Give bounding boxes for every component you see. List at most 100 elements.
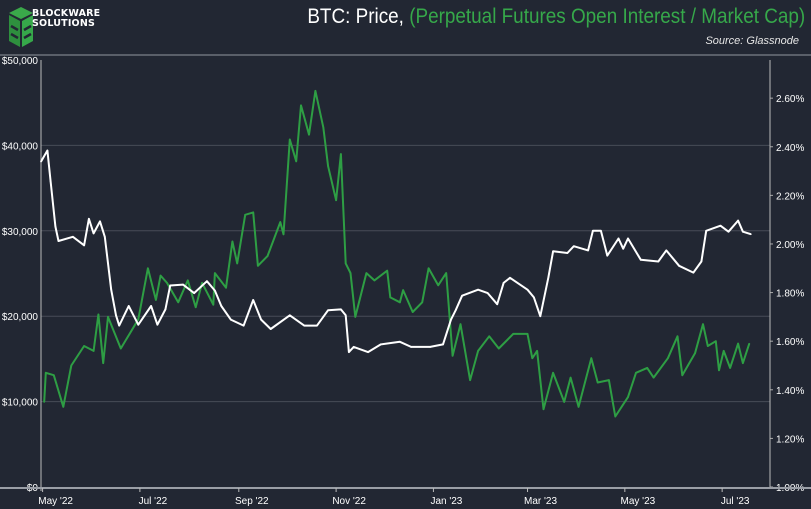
oi-ratio-series-point xyxy=(340,153,342,155)
price-series-point xyxy=(316,324,318,327)
oi-ratio-series-point xyxy=(257,265,259,267)
oi-ratio-series-point xyxy=(201,282,203,284)
price-series-point xyxy=(252,299,254,301)
price-series-point xyxy=(606,254,609,257)
price-series-point xyxy=(327,309,329,312)
oi-ratio-series-point xyxy=(445,272,447,274)
oi-ratio-series-point xyxy=(542,408,545,411)
oi-ratio-series-point xyxy=(427,267,430,270)
oi-ratio-series-point xyxy=(236,262,239,265)
y-right-tick-label: 2.40% xyxy=(776,143,804,154)
oi-ratio-series-point xyxy=(706,345,709,347)
price-series-point xyxy=(115,314,117,317)
oi-ratio-series-point xyxy=(282,233,285,236)
y-right-tick-label: 2.60% xyxy=(776,94,804,105)
oi-ratio-series-point xyxy=(186,279,189,282)
oi-ratio-series-point xyxy=(70,364,73,367)
price-series-point xyxy=(88,218,90,220)
oi-ratio-series-point xyxy=(729,367,731,369)
oi-ratio-series-point xyxy=(212,303,215,306)
price-series-point xyxy=(678,265,680,267)
oi-ratio-series-point xyxy=(214,272,216,274)
oi-ratio-series-point xyxy=(373,279,376,282)
x-tick-label: Jul '23 xyxy=(721,496,750,507)
price-series-point xyxy=(150,305,152,307)
price-series-point xyxy=(705,230,707,232)
price-series-point xyxy=(40,160,42,163)
oi-ratio-series-point xyxy=(421,301,424,304)
x-tick-label: May '22 xyxy=(38,496,73,507)
price-series-point xyxy=(269,328,272,330)
x-tick-label: Nov '22 xyxy=(332,496,366,507)
oi-ratio-series-point xyxy=(137,318,140,321)
oi-ratio-series-point xyxy=(107,316,109,318)
oi-ratio-series-point xyxy=(327,165,329,168)
oi-ratio-series-point xyxy=(742,362,744,364)
oi-ratio-series-point xyxy=(83,345,85,347)
brand-line1: BLOCKWARE xyxy=(32,8,101,19)
price-series-point xyxy=(526,288,529,291)
price-series-point xyxy=(303,324,306,327)
oi-ratio-series-point xyxy=(279,221,282,223)
oi-ratio-series-point xyxy=(308,133,310,136)
oi-ratio-series-point xyxy=(289,138,291,141)
price-series-point xyxy=(454,309,457,312)
price-series-point xyxy=(99,220,101,223)
price-series-point xyxy=(617,237,620,240)
price-series-point xyxy=(164,308,167,311)
price-series-point xyxy=(566,252,569,254)
price-series-point xyxy=(57,240,60,242)
chart-title: BTC: Price, (Perpetual Futures Open Inte… xyxy=(307,5,805,29)
x-tick-label: Jan '23 xyxy=(430,496,462,507)
y-left-tick-label: $30,000 xyxy=(2,227,39,238)
oi-ratio-series-point xyxy=(635,371,637,374)
price-series-point xyxy=(450,318,452,321)
oi-ratio-series-point xyxy=(667,357,669,359)
price-series-point xyxy=(727,230,730,233)
oi-ratio-series-point xyxy=(722,350,725,352)
price-series-point xyxy=(260,318,262,321)
price-series-point xyxy=(477,288,479,291)
oi-ratio-series-point xyxy=(314,90,317,92)
oi-ratio-series-point xyxy=(322,126,325,129)
price-series-point xyxy=(156,323,159,326)
oi-ratio-series-point xyxy=(365,272,368,274)
oi-ratio-series-point xyxy=(536,350,538,352)
price-series-point xyxy=(592,230,594,232)
price-series-point xyxy=(289,314,291,317)
oi-ratio-series-point xyxy=(563,401,566,403)
price-series-point xyxy=(429,346,432,348)
brand-line2: SOLUTIONS xyxy=(32,18,96,29)
oi-ratio-series-point xyxy=(411,311,414,313)
oi-ratio-series-point xyxy=(244,214,246,216)
oi-ratio-series-point xyxy=(531,357,534,359)
price-series-point xyxy=(742,230,744,233)
oi-ratio-series-point xyxy=(102,362,105,364)
x-tick-label: May '23 xyxy=(620,496,655,507)
price-series-point xyxy=(83,244,85,247)
oi-ratio-series-point xyxy=(177,301,179,304)
oi-ratio-series-point xyxy=(608,379,610,381)
price-series-point xyxy=(137,323,140,326)
blockware-cube-icon xyxy=(9,7,33,47)
price-series-point xyxy=(622,247,625,250)
price-series-point xyxy=(750,233,752,236)
price-series-point xyxy=(639,259,642,261)
price-series-point xyxy=(657,260,660,263)
price-series-point xyxy=(49,180,52,183)
x-tick-label: Jul '22 xyxy=(139,496,168,507)
x-tick-label: Mar '23 xyxy=(524,496,557,507)
y-left-tick-label: $50,000 xyxy=(2,56,39,67)
oi-ratio-series-point xyxy=(596,381,599,384)
price-series-point xyxy=(539,315,542,318)
price-series-point xyxy=(700,260,703,263)
price-series-point xyxy=(572,245,575,247)
oi-ratio-series-point xyxy=(437,284,440,287)
y-right-tick-label: 2.20% xyxy=(776,191,804,202)
price-series-point xyxy=(344,314,347,317)
price-series-point xyxy=(46,149,49,152)
price-series-point xyxy=(442,343,444,346)
price-series-point xyxy=(533,296,535,299)
oi-ratio-series-point xyxy=(451,354,454,357)
